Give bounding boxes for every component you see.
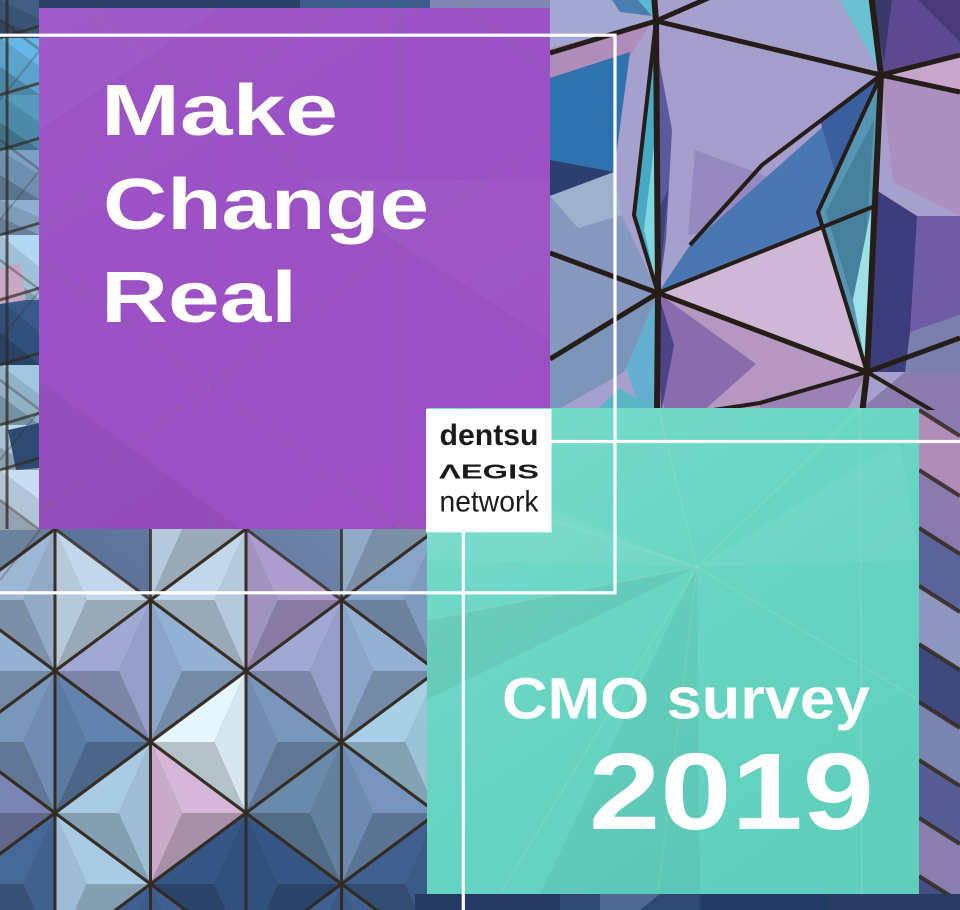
svg-text:ΛEGIS: ΛEGIS [439,461,539,484]
svg-text:CMO survey: CMO survey [502,667,870,732]
svg-text:Change: Change [103,165,429,245]
svg-text:Real: Real [101,258,297,338]
svg-text:Make: Make [101,71,338,151]
svg-text:dentsu: dentsu [440,419,539,452]
svg-text:2019: 2019 [589,731,874,853]
svg-text:network: network [440,486,540,519]
